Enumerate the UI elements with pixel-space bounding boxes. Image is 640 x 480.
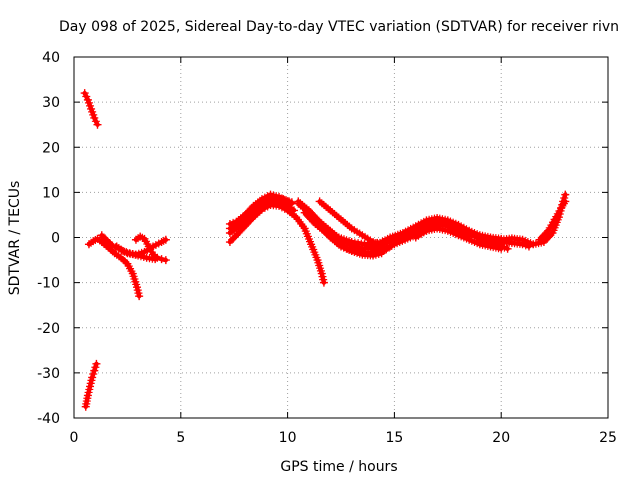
- y-tick-label: 10: [42, 185, 60, 201]
- x-tick-label: 5: [176, 430, 185, 446]
- x-tick-label: 0: [70, 430, 79, 446]
- y-tick-label: -20: [37, 321, 60, 337]
- y-tick-label: 20: [42, 140, 60, 156]
- axis-ticks: 0 5 10 15 20 25 -40 -30 -20 -10 0 10 20 30 40: [37, 50, 617, 446]
- data-point: [290, 206, 299, 215]
- y-tick-label: 30: [42, 95, 60, 111]
- series-arc-22: [475, 235, 533, 251]
- x-tick-label: 10: [279, 430, 297, 446]
- data-point: [524, 242, 533, 251]
- data-point: [319, 278, 328, 287]
- series-arc-6: [112, 242, 160, 264]
- data-point-interp: [82, 92, 91, 101]
- chart-title: Day 098 of 2025, Sidereal Day-to-day VTE…: [59, 19, 619, 35]
- x-axis-title: GPS time / hours: [280, 459, 397, 475]
- data-point: [90, 366, 99, 375]
- series-arc-23: [535, 197, 570, 244]
- data-point: [80, 89, 89, 98]
- series-arc-15: [309, 217, 382, 249]
- y-tick-label: -30: [37, 366, 60, 382]
- series-arc-2: [81, 359, 101, 411]
- data-point: [93, 120, 102, 129]
- data-series: [80, 89, 570, 411]
- data-point: [161, 256, 170, 265]
- data-point: [88, 373, 97, 382]
- y-tick-label: 0: [51, 231, 60, 247]
- y-axis-title: SDTVAR / TECUs: [7, 181, 23, 296]
- data-point: [151, 255, 160, 264]
- data-point-interp: [89, 370, 98, 379]
- data-point: [287, 198, 296, 207]
- data-point: [92, 359, 101, 368]
- x-tick-label: 25: [599, 430, 617, 446]
- data-point-interp: [91, 363, 100, 372]
- data-point: [161, 235, 170, 244]
- data-point: [503, 244, 512, 253]
- data-point: [90, 113, 99, 122]
- data-point: [135, 292, 144, 301]
- x-tick-label: 15: [385, 430, 403, 446]
- x-tick-label: 20: [492, 430, 510, 446]
- y-tick-label: -10: [37, 276, 60, 292]
- data-point: [561, 197, 570, 206]
- data-point-interp: [91, 117, 100, 126]
- data-point: [561, 190, 570, 199]
- series-arc-5: [131, 232, 170, 265]
- series-arc-1: [80, 89, 102, 129]
- y-tick-label: -40: [37, 411, 60, 427]
- series-arc-10: [225, 193, 296, 233]
- y-tick-label: 40: [42, 50, 60, 66]
